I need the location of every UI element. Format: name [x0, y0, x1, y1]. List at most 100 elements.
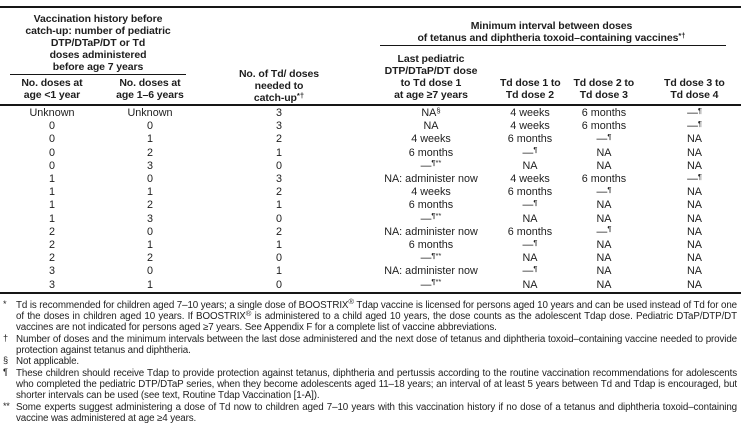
table-cell: NA [522, 212, 538, 225]
table-cell: 1 [48, 199, 55, 212]
table-cell: 1 [146, 186, 153, 199]
table-cell: 2 [48, 252, 55, 265]
table-cell: 0 [146, 120, 153, 133]
header-line: catch-up*† [253, 90, 305, 104]
table-row: 2 1 1 6 months —¶ NA NA [0, 238, 741, 252]
table-cell: NA [687, 146, 702, 159]
footnote-marker: † [3, 332, 8, 343]
footnote-text: These children should receive Tdap to pr… [16, 367, 737, 402]
table-cell: 0 [146, 173, 153, 186]
table-cell: 4 weeks [510, 120, 550, 133]
table-cell: 1 [48, 212, 55, 225]
table-cell: NA [596, 159, 612, 172]
table-cell: 3 [275, 107, 282, 119]
table-cell: —¶ [522, 197, 538, 212]
footnote-marker: * [3, 298, 7, 309]
header-line: to Td dose 1 [400, 77, 462, 89]
footnote: ¶ These children should receive Tdap to p… [3, 367, 737, 402]
column-header-doses-under-1: No. doses at age <1 year [0, 77, 104, 101]
table-cell: 1 [146, 133, 153, 146]
column-header-td3-td4: Td dose 3 to Td dose 4 [648, 77, 741, 101]
column-header-last-dose-to-td1: Last pediatric DTP/DTaP/DT dose to Td dose… [362, 53, 500, 101]
header-line: No. doses at [119, 77, 181, 89]
table-cell: —¶ [596, 184, 612, 199]
table-cell: 6 months [507, 186, 553, 199]
table-cell: 6 months [581, 120, 627, 133]
footnote-text: Number of doses and the minimum interval… [16, 333, 737, 357]
table-cell: NA§ [421, 105, 441, 119]
table-cell: —¶ [687, 105, 702, 119]
table-cell: NA [687, 252, 702, 265]
table-cell: NA [596, 252, 612, 265]
table-cell: 0 [48, 159, 55, 172]
footnote-text: Some experts suggest administering a dos… [16, 401, 737, 424]
table-cell: 6 months [581, 173, 627, 186]
table-cell: Unknown [29, 107, 75, 119]
table-cell: 1 [275, 199, 282, 212]
table-cell: 3 [48, 278, 55, 291]
table-row: 3 0 1 NA: administer now —¶ NA NA [0, 265, 741, 278]
left-group-box: Vaccination history before catch-up: numb… [0, 8, 196, 104]
table-cell: 1 [275, 265, 282, 278]
table-cell: 0 [275, 278, 282, 291]
header-line: DTP/DTaP/DT dose [384, 65, 478, 77]
footnote-text: Not applicable. [16, 356, 80, 368]
right-subcolumn-headers: Last pediatric DTP/DTaP/DT dose to Td dose… [362, 46, 741, 104]
right-group-underline [380, 45, 727, 46]
table-cell: NA [687, 239, 702, 252]
table-cell: NA [687, 212, 702, 225]
table-row: 1 1 2 4 weeks 6 months —¶ NA [0, 184, 741, 199]
table-row: 3 1 0 —¶** NA NA NA [0, 277, 741, 293]
header-line: age <1 year [23, 89, 81, 101]
table-cell: —¶ [687, 118, 702, 133]
right-group-title: Minimum interval between doses of tetanus… [362, 8, 741, 44]
table-cell: 4 weeks [510, 107, 550, 119]
footnote: † Number of doses and the minimum interva… [3, 332, 737, 357]
footnote: * Td is recommended for children aged 7–1… [3, 298, 737, 334]
table-cell: NA [522, 278, 538, 291]
header-line: Td dose 4 [670, 89, 719, 101]
table-cell: NA [687, 278, 702, 291]
table-cell: 0 [146, 265, 153, 278]
table-cell: —¶ [522, 263, 538, 278]
header-line: Vaccination history before [33, 13, 163, 25]
table-cell: NA [423, 120, 439, 133]
table-cell: 0 [275, 252, 282, 265]
table-cell: —¶** [420, 277, 442, 291]
table-cell: NA: administer now [384, 265, 478, 278]
table-cell: NA: administer now [384, 225, 478, 238]
table-cell: 6 months [408, 146, 454, 159]
table-cell: 3 [48, 265, 55, 278]
table-cell: 4 weeks [510, 173, 550, 186]
table-cell: 3 [146, 159, 153, 172]
footnote: ** Some experts suggest administering a d… [3, 401, 737, 425]
header-line: before age 7 years [52, 61, 144, 73]
table-row: 0 3 0 —¶** NA NA NA [0, 159, 741, 173]
table-cell: 1 [48, 173, 55, 186]
header-line: No. of Td/ doses [238, 68, 320, 80]
column-header-td2-td3: Td dose 2 to Td dose 3 [560, 77, 648, 101]
header-line: of tetanus and diphtheria toxoid–contain… [417, 30, 686, 44]
table-cell: NA [596, 199, 612, 212]
table-cell: 6 months [507, 133, 553, 146]
column-header-td-doses-needed: No. of Td/ doses needed to catch-up*† [196, 7, 362, 106]
table-cell: NA [687, 265, 702, 278]
table-row: 1 3 0 —¶** NA NA NA [0, 212, 741, 226]
left-subcolumn-headers: No. doses at age <1 year No. doses at age … [0, 75, 196, 104]
table-cell: NA [522, 159, 538, 172]
table-cell: 6 months [581, 107, 627, 119]
table-cell: 3 [275, 173, 282, 186]
table-cell: NA [687, 133, 702, 146]
table-cell: 0 [146, 225, 153, 238]
table-header-row: Vaccination history before catch-up: numb… [0, 7, 741, 106]
table-row: 2 2 0 —¶** NA NA NA [0, 251, 741, 265]
table-cell: —¶ [596, 224, 612, 238]
table-row: 1 2 1 6 months —¶ NA NA [0, 199, 741, 212]
header-line: Td dose 2 to [573, 77, 635, 89]
header-line: needed to [254, 80, 304, 92]
table-row: 0 2 1 6 months —¶ NA NA [0, 146, 741, 160]
td-catchup-table: Vaccination history before catch-up: numb… [0, 6, 741, 294]
table-cell: 1 [48, 186, 55, 199]
table-cell: 2 [48, 225, 55, 238]
table-cell: 6 months [408, 199, 454, 212]
